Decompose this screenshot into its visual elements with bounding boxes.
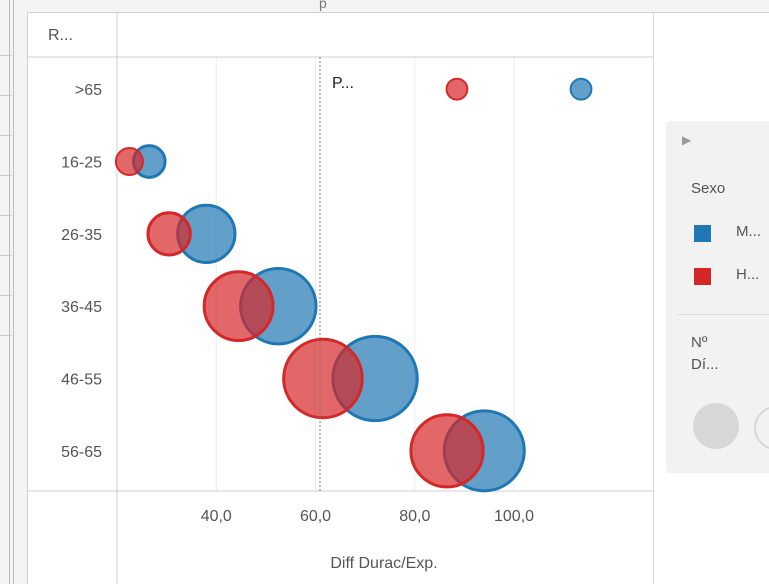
bubbles bbox=[114, 77, 593, 493]
x-tick-labels: 40,0 60,0 80,0 100,0 bbox=[201, 508, 534, 525]
row-label: 46-55 bbox=[61, 372, 102, 389]
gridlines bbox=[215, 57, 515, 491]
x-tick-label: 40,0 bbox=[201, 508, 232, 525]
legend-label: H... bbox=[736, 266, 760, 283]
panel-tick bbox=[0, 95, 12, 96]
size-legend-circle-filled bbox=[693, 403, 739, 449]
x-axis-label: Diff Durac/Exp. bbox=[330, 555, 437, 572]
panel-tick bbox=[0, 175, 12, 176]
panel-tick bbox=[0, 55, 12, 56]
panel-tick bbox=[0, 255, 12, 256]
title-fragment: p bbox=[319, 0, 327, 11]
size-legend-circle-outline bbox=[754, 406, 769, 450]
reference-line-label: P... bbox=[332, 75, 354, 92]
bubble-point bbox=[409, 413, 485, 489]
size-legend-title: Nº Dí... bbox=[691, 332, 719, 376]
legend-title: Sexo bbox=[691, 180, 726, 197]
bubble-point bbox=[282, 337, 364, 420]
bubble-point bbox=[202, 270, 275, 343]
size-legend-title-line2: Dí... bbox=[691, 356, 719, 373]
x-tick-label: 60,0 bbox=[300, 508, 331, 525]
row-label: >65 bbox=[75, 82, 102, 99]
row-labels: >65 16-25 26-35 36-45 46-55 56-65 bbox=[61, 82, 102, 461]
legend-divider bbox=[678, 314, 769, 315]
legend-panel: ▶ Sexo M... H... Nº Dí... bbox=[666, 121, 769, 473]
x-tick-label: 80,0 bbox=[399, 508, 430, 525]
row-label: 56-65 bbox=[61, 444, 102, 461]
size-legend-title-line1: Nº bbox=[691, 334, 708, 351]
row-label: 16-25 bbox=[61, 155, 102, 172]
legend-swatch bbox=[694, 268, 711, 285]
row-label: 26-35 bbox=[61, 227, 102, 244]
panel-tick bbox=[0, 335, 12, 336]
bubble-point bbox=[146, 211, 192, 257]
legend-swatch bbox=[694, 225, 711, 242]
bubble-point bbox=[445, 77, 469, 101]
bubble-point bbox=[114, 147, 144, 176]
panel-tick bbox=[0, 215, 12, 216]
x-tick-label: 100,0 bbox=[494, 508, 534, 525]
chart-borders bbox=[27, 12, 653, 584]
row-header: R... bbox=[48, 27, 73, 44]
bubble-chart: R... >65 16-25 26-35 36-45 46-55 56-65 P... 4… bbox=[27, 12, 653, 584]
row-label: 36-45 bbox=[61, 299, 102, 316]
bubble-point bbox=[569, 77, 593, 101]
panel-tick bbox=[0, 295, 12, 296]
legend-label: M... bbox=[736, 223, 761, 240]
chart-frame bbox=[27, 12, 654, 584]
reference-line: P... bbox=[319, 57, 354, 491]
panel-divider bbox=[13, 0, 14, 584]
left-panel-strip bbox=[0, 0, 28, 584]
chart-title-band: p bbox=[27, 0, 769, 13]
panel-tick bbox=[0, 135, 12, 136]
legend-expand-icon[interactable]: ▶ bbox=[682, 133, 692, 147]
panel-divider bbox=[9, 0, 10, 584]
